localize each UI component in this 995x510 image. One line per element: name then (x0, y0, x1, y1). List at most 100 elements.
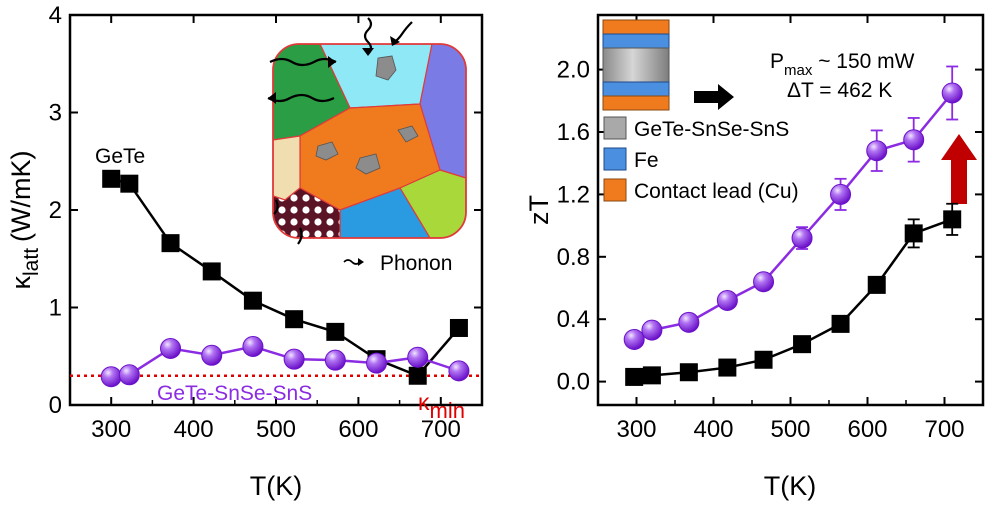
composite-label: GeTe-SnSe-SnS (157, 382, 312, 405)
phonon-legend-arrow (343, 259, 361, 265)
y-tick-label: 1 (49, 295, 62, 322)
y-tick-label: 0.0 (557, 369, 590, 396)
data-point-composite (366, 352, 388, 374)
x-tick-label: 400 (174, 416, 214, 443)
data-point-gete (102, 169, 121, 188)
data-point-composite (903, 129, 925, 151)
x-tick-label: 500 (770, 416, 810, 443)
y-tick-label: 0.4 (557, 306, 590, 333)
left-series (100, 169, 470, 388)
left-x-ticks: 300 400 500 600 700 (69, 15, 483, 443)
x-tick-label: 600 (338, 416, 378, 443)
legend-label-fe: Fe (634, 149, 659, 172)
y-tick-label: 0 (49, 392, 62, 419)
data-point-gete (754, 350, 773, 369)
data-point-composite (623, 328, 645, 350)
series-line-gete (110, 177, 460, 378)
device-cylinder-icon (602, 19, 670, 111)
legend-swatch-gete (603, 116, 627, 140)
black-arrow-icon (694, 84, 734, 110)
data-point-gete (285, 310, 304, 329)
data-point-composite (830, 183, 852, 205)
grain-lime (399, 169, 466, 238)
data-point-gete (718, 358, 737, 377)
data-point-gete (642, 366, 661, 385)
data-point-gete (202, 262, 221, 281)
right-x-axis-label: T(K) (764, 471, 816, 501)
right-y-axis-label: zT (524, 195, 554, 225)
data-point-gete (904, 224, 923, 243)
left-y-axis-label: κlatt(W/mK) (6, 151, 43, 290)
x-tick-label: 300 (616, 416, 656, 443)
y-tick-label: 1.6 (557, 119, 590, 146)
data-point-composite (866, 140, 888, 162)
data-point-gete (243, 291, 262, 310)
phonon-grain-inset: Phonon (267, 17, 467, 275)
y-tick-label: 4 (49, 2, 62, 29)
phonon-label: Phonon (380, 252, 452, 275)
y-tick-label: 2 (49, 197, 62, 224)
delta-t-annotation: ΔT = 462 K (787, 79, 892, 102)
data-point-gete (449, 318, 468, 337)
data-point-composite (283, 348, 305, 370)
data-point-gete (679, 363, 698, 382)
data-point-composite (100, 366, 122, 388)
data-point-composite (324, 349, 346, 371)
inclusion-1 (375, 55, 397, 81)
left-x-axis-label: T(K) (250, 471, 302, 501)
red-up-arrow-icon (941, 134, 977, 204)
data-point-composite (118, 364, 140, 386)
legend-swatch-fe (603, 147, 627, 171)
inclusion-3 (355, 153, 381, 175)
x-tick-label: 700 (924, 416, 964, 443)
data-point-gete (793, 335, 812, 354)
data-point-composite (678, 311, 700, 333)
series-line-composite (633, 92, 954, 341)
data-point-composite (201, 344, 223, 366)
series-line-gete (634, 218, 953, 379)
grain-dotted (273, 187, 341, 238)
right-chart: 300 400 500 600 700 0.0 0.4 0.8 1.2 1.6 2.0 GeTe-… (524, 13, 985, 501)
left-chart: 300 400 500 600 700 0 1 2 3 4 (6, 2, 484, 501)
data-point-gete (161, 234, 180, 253)
left-y-ticks: 0 1 2 3 4 (49, 2, 482, 419)
data-point-gete (867, 275, 886, 294)
data-point-composite (941, 82, 963, 104)
y-tick-label: 0.8 (557, 244, 590, 271)
x-tick-label: 600 (847, 416, 887, 443)
data-point-composite (242, 336, 264, 357)
data-point-gete (326, 322, 345, 341)
data-point-composite (716, 289, 738, 311)
legend-swatch-cu (603, 178, 627, 202)
data-point-composite (407, 346, 429, 368)
data-point-gete (831, 314, 850, 333)
data-point-composite (791, 227, 813, 249)
x-tick-label: 500 (256, 416, 296, 443)
kappa-min-label: κmin (418, 389, 465, 423)
grain-beige (273, 135, 301, 201)
inclusion-2 (315, 141, 339, 161)
x-tick-label: 400 (693, 416, 733, 443)
inclusion-4 (397, 125, 419, 143)
legend-label-gete: GeTe-SnSe-SnS (634, 118, 789, 141)
data-point-composite (160, 337, 182, 359)
y-tick-label: 1.2 (557, 181, 590, 208)
pmax-annotation: Pmax ~ 150 mW (770, 50, 915, 79)
right-y-ticks: 0.0 0.4 0.8 1.2 1.6 2.0 (557, 57, 983, 396)
y-tick-label: 3 (49, 100, 62, 127)
device-legend: GeTe-SnSe-SnS Fe Contact lead (Cu) (603, 116, 799, 203)
right-series (623, 65, 963, 386)
data-point-composite (448, 360, 470, 382)
gete-label: GeTe (95, 145, 145, 168)
y-tick-label: 2.0 (557, 57, 590, 84)
series-line-composite (111, 345, 460, 378)
data-point-composite (641, 319, 663, 341)
x-tick-label: 300 (91, 416, 131, 443)
data-point-gete (625, 367, 644, 386)
data-point-gete (120, 174, 139, 193)
right-x-ticks: 300 400 500 600 700 (597, 15, 984, 443)
data-point-composite (753, 271, 775, 293)
data-point-gete (408, 366, 427, 385)
data-point-gete (943, 210, 962, 229)
